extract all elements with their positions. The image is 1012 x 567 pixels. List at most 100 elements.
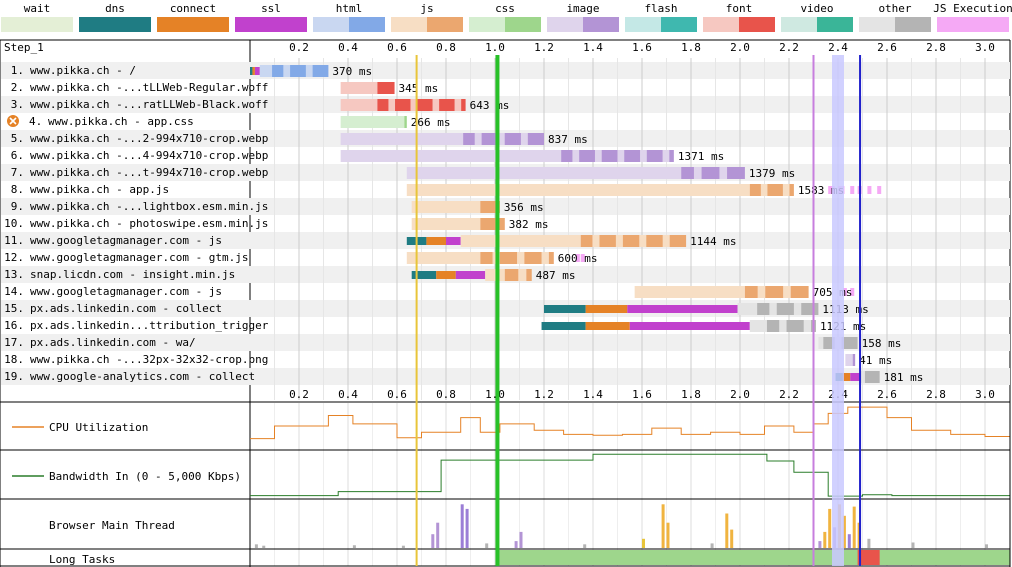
main-thread-graph: Browser Main Thread — [49, 504, 988, 548]
tick-label-top: 2.2 — [779, 41, 799, 54]
legend-swatch-light — [703, 17, 739, 32]
bar-ttfb — [845, 354, 853, 366]
js-execution-mark — [842, 288, 847, 296]
request-url: www.pikka.ch - / — [30, 64, 136, 77]
bar-ssl — [455, 271, 486, 279]
bar-download — [377, 99, 466, 111]
legend-swatch-light — [937, 17, 973, 32]
request-duration: 41 ms — [859, 354, 892, 367]
bar-ssl — [629, 322, 750, 330]
long-task-bar — [497, 550, 1010, 565]
request-url: www.pikka.ch - photoswipe.esm.min.js — [30, 217, 268, 230]
main-thread-activity — [730, 529, 734, 548]
bar-download — [681, 167, 745, 179]
bar-dns — [544, 305, 586, 313]
bar-ttfb — [406, 252, 481, 264]
tick-label-bottom: 1.4 — [583, 388, 603, 401]
tick-label-bottom: 2.2 — [779, 388, 799, 401]
bar-ssl — [254, 67, 260, 75]
tick-label-top: 1.4 — [583, 41, 603, 54]
bar-chunk — [662, 150, 670, 162]
request-url: www.googletagmanager.com - gtm.js — [30, 251, 249, 264]
bar-chunk — [782, 184, 790, 196]
request-duration: 181 ms — [884, 371, 924, 384]
request-number: 18. — [4, 353, 24, 366]
tick-label-bottom: 0.4 — [338, 388, 358, 401]
legend-swatch-dark — [349, 17, 385, 32]
bar-chunk — [283, 65, 291, 77]
bar-chunk — [520, 133, 528, 145]
request-number: 9. — [11, 200, 24, 213]
bar-chunk — [803, 320, 812, 332]
request-duration: 356 ms — [504, 201, 544, 214]
request-url: www.pikka.ch -...t-994x710-crop.webp — [30, 166, 268, 179]
main-thread-activity — [583, 544, 587, 548]
main-thread-activity — [352, 545, 356, 548]
request-duration: 158 ms — [862, 337, 902, 350]
main-thread-activity — [465, 508, 469, 548]
legend-label-css: css — [495, 2, 515, 15]
request-url: www.googletagmanager.com - js — [30, 285, 222, 298]
bar-chunk — [474, 133, 482, 145]
bar-connect — [436, 271, 456, 279]
request-number: 3. — [11, 98, 24, 111]
main-thread-label: Browser Main Thread — [49, 519, 175, 532]
legend-swatch-light — [781, 17, 817, 32]
request-number: 8. — [11, 183, 24, 196]
tick-label-top: 0.8 — [436, 41, 456, 54]
main-thread-activity — [911, 542, 915, 548]
main-thread-activity — [842, 515, 846, 548]
tick-label-bottom: 1.8 — [681, 388, 701, 401]
js-execution-mark — [828, 186, 833, 194]
legend-swatch-light — [1, 17, 37, 32]
bar-chunk — [615, 235, 623, 247]
bar-chunk — [769, 303, 777, 315]
request-url: www.google-analytics.com - collect — [30, 370, 255, 383]
bar-download — [480, 218, 505, 230]
request-url: px.ads.linkedin...ttribution_trigger — [30, 319, 269, 332]
bar-chunk — [793, 303, 802, 315]
tick-label-top: 2.6 — [877, 41, 897, 54]
bar-ssl — [446, 237, 461, 245]
bar-chunk — [719, 167, 728, 179]
row-stripe — [1, 334, 1010, 351]
request-number: 19. — [4, 370, 24, 383]
request-url: snap.licdn.com - insight.min.js — [30, 268, 235, 281]
tick-label-bottom: 0.6 — [387, 388, 407, 401]
error-icon-cross — [9, 117, 17, 125]
main-thread-activity — [436, 522, 440, 548]
legend-swatch-light — [859, 17, 895, 32]
tick-label-top: 1.8 — [681, 41, 701, 54]
legend-swatch-dark — [583, 17, 619, 32]
bar-download — [864, 371, 880, 383]
event-marker-band — [832, 55, 844, 566]
legend: wait dns connect ssl html js css image flash font… — [1, 2, 1012, 32]
bar-chunk — [662, 235, 670, 247]
bar-ttfb — [340, 99, 378, 111]
tick-label-top: 0.4 — [338, 41, 358, 54]
cpu-label: CPU Utilization — [49, 421, 148, 434]
main-thread-activity — [485, 543, 489, 548]
graph-panels — [0, 449, 1010, 567]
request-duration: 600 ms — [558, 252, 598, 265]
legend-swatch-light — [157, 17, 193, 32]
legend-label-js: js — [420, 2, 433, 15]
main-thread-activity — [710, 543, 714, 548]
bar-chunk — [617, 150, 625, 162]
request-url: www.pikka.ch -...32px-32x32-crop.png — [30, 353, 268, 366]
bar-ttfb — [340, 150, 562, 162]
request-number: 17. — [4, 336, 24, 349]
long-tasks-graph: Long Tasks — [49, 550, 1010, 566]
request-number: 1. — [11, 64, 24, 77]
tick-label-top: 3.0 — [975, 41, 995, 54]
bar-connect — [585, 322, 630, 330]
row-stripe — [1, 368, 1010, 385]
js-execution-mark — [877, 186, 882, 194]
legend-swatch-dark — [895, 17, 931, 32]
bar-chunk — [760, 184, 768, 196]
bar-chunk — [454, 99, 462, 111]
request-number: 16. — [4, 319, 24, 332]
request-duration: 266 ms — [411, 116, 451, 129]
request-number: 12. — [4, 251, 24, 264]
